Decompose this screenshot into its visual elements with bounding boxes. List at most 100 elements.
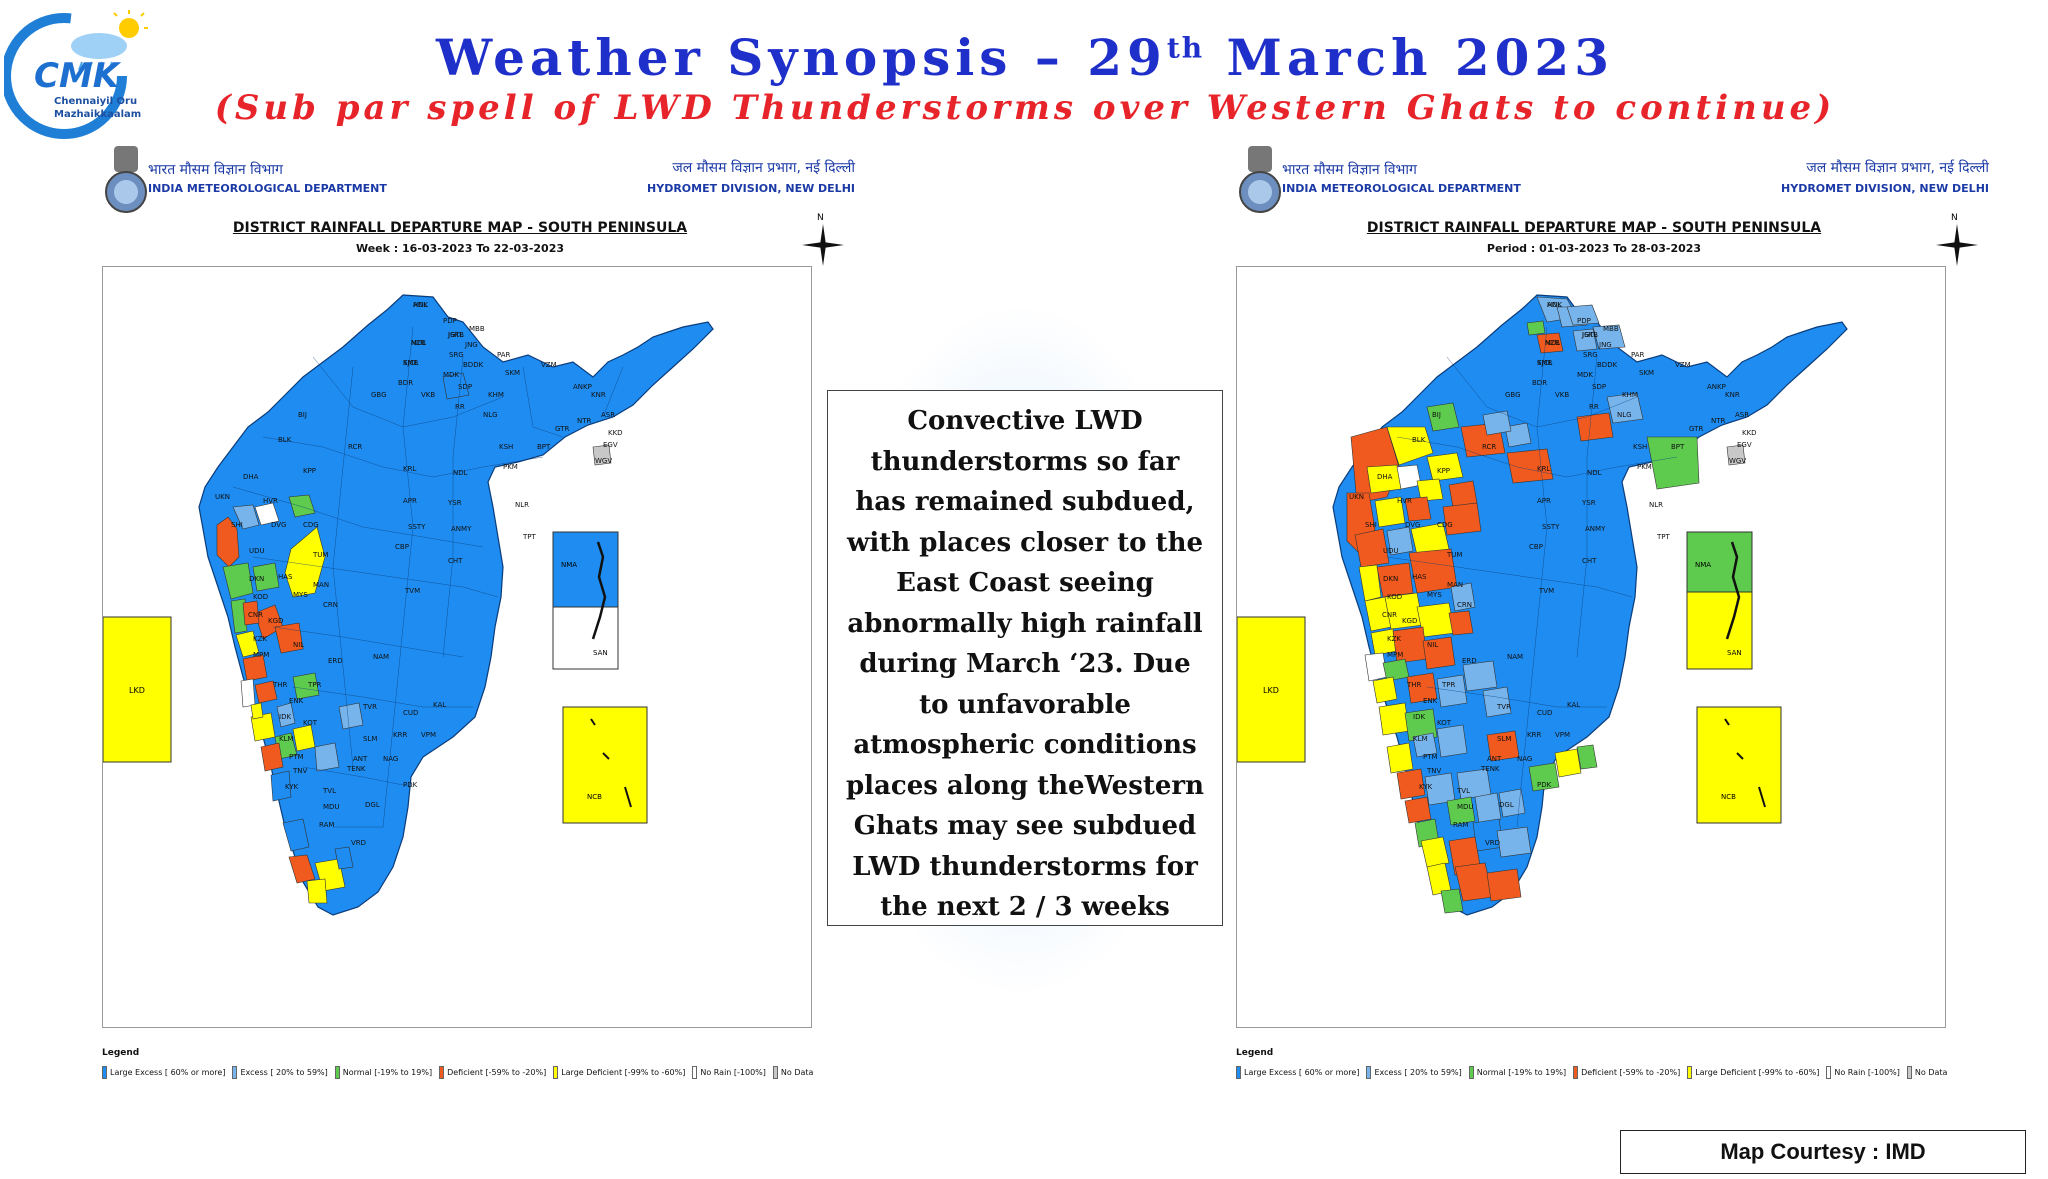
district-label: HVR: [263, 497, 278, 505]
district-label: RCR: [1482, 443, 1496, 451]
division-name-english: HYDROMET DIVISION, NEW DELHI: [1781, 182, 1989, 195]
district-kmb: [1566, 304, 1600, 326]
district-label: ADL: [1547, 301, 1561, 309]
district-label: YSR: [447, 499, 462, 507]
district-label: VKB: [1555, 391, 1569, 399]
district-label: SSTY: [408, 523, 426, 531]
legend-swatch: [102, 1066, 107, 1079]
district-label: CUD: [1537, 709, 1552, 717]
district-label: VPM: [1555, 731, 1570, 739]
district-label: DGL: [1499, 801, 1514, 809]
district-label: DVG: [1405, 521, 1420, 529]
district-dvg: [1386, 526, 1414, 556]
district-krr: [1486, 730, 1520, 762]
district-nam: [1482, 686, 1512, 718]
district-label: RCR: [348, 443, 362, 451]
district-label: PTM: [289, 753, 304, 761]
district-label: KLM: [279, 735, 294, 743]
district-label: VRD: [1485, 839, 1500, 847]
district-blk-2: [1412, 732, 1438, 758]
district-map-frame: ADL NZB KMR JGTL BDR MDK SDP GBG VKB RR NLG BIJ BLK R…: [1236, 266, 1946, 1028]
district-label: ERD: [1462, 657, 1477, 665]
district-label: SJCL: [1537, 359, 1552, 367]
district-label: MPM: [1387, 651, 1403, 659]
district-ram: [1496, 826, 1532, 858]
district-label: NIL: [1427, 641, 1438, 649]
district-label: VKB: [421, 391, 435, 399]
synopsis-line: with places closer to the: [846, 527, 1204, 558]
district-rmn: [1448, 610, 1474, 636]
district-label: ANKP: [573, 383, 592, 391]
district-mcrl: [1592, 324, 1626, 350]
district-label: MUL: [411, 339, 426, 347]
district-label: WGV: [595, 457, 612, 465]
legend-item-normal: Normal [-19% to 19%]: [334, 1066, 432, 1079]
district-label: MPM: [253, 651, 269, 659]
legend-item-no-data: No Data: [1906, 1066, 1947, 1079]
district-sdg: [1396, 464, 1422, 490]
district-label: TENK: [1480, 765, 1500, 773]
district-kot: [1404, 796, 1432, 824]
district-kpp: [1426, 452, 1464, 482]
district-label: TUM: [1446, 551, 1462, 559]
district-label: UDU: [1383, 547, 1399, 555]
district-label: YSR: [1581, 499, 1596, 507]
district-label: KNR: [591, 391, 606, 399]
legend-item-deficient: Deficient [-59% to -20%]: [1573, 1066, 1680, 1079]
legend-swatch: [1236, 1066, 1241, 1079]
synopsis-line: abnormally high rainfall: [847, 608, 1203, 639]
district-label: APR: [1537, 497, 1551, 505]
map-panel-week: भारत मौसम विज्ञान विभाग INDIA METEOROLOG…: [100, 146, 900, 1106]
district-bij: [1426, 402, 1460, 432]
district-tvl: [334, 846, 354, 870]
district-label: GTR: [555, 425, 569, 433]
district-nil: [1406, 672, 1438, 704]
district-label: TVR: [362, 703, 377, 711]
dept-name-english: INDIA METEOROLOGICAL DEPARTMENT: [148, 182, 387, 195]
legend-swatch: [1573, 1066, 1579, 1079]
district-label: PDK: [403, 781, 418, 789]
island-label-ncb: NCB: [1721, 793, 1736, 801]
district-label: NLG: [483, 411, 498, 419]
legend-item-large-excess: Large Excess [ 60% or more]: [102, 1066, 225, 1079]
district-label: MDK: [1577, 371, 1593, 379]
district-label: NDL: [1587, 469, 1602, 477]
district-hvr: [1374, 496, 1406, 528]
synopsis-line: has remained subdued,: [855, 487, 1195, 517]
district-cbe: [292, 724, 316, 752]
district-slm: [1462, 660, 1498, 692]
island-label-san: SAN: [593, 649, 608, 657]
district-label: NDL: [453, 469, 468, 477]
district-label: CNR: [248, 611, 263, 619]
district-blu: [1450, 582, 1476, 612]
district-label: CDG: [303, 521, 319, 529]
district-label: MYS: [1427, 591, 1442, 599]
district-cdg: [284, 526, 326, 598]
district-label: KSH: [499, 443, 513, 451]
district-label: TVM: [1538, 587, 1554, 595]
district-map: ADL NZB KMR JGTL BDR MDK SDP GBG VKB RR NLG BIJ BLK R…: [103, 294, 714, 916]
island-box-nma: [552, 531, 619, 608]
district-klm: [282, 818, 310, 852]
district-map: ADL NZB KMR JGTL BDR MDK SDP GBG VKB RR NLG BIJ BLK R…: [1237, 294, 1848, 916]
page-subtitle: (Sub par spell of LWD Thunderstorms over…: [214, 88, 1836, 128]
district-label: SJCL: [403, 359, 418, 367]
district-chk: [1376, 562, 1414, 598]
district-label: KZK: [253, 635, 267, 643]
division-name-hindi: जल मौसम विज्ञान प्रभाग, नई दिल्ली: [672, 160, 855, 176]
legend-swatch: [1687, 1066, 1693, 1079]
legend-swatch: [1906, 1066, 1912, 1079]
district-label: SRG: [1583, 351, 1598, 359]
district-klm: [1420, 836, 1450, 868]
district-label: ADL: [413, 301, 427, 309]
district-label: CRN: [1457, 601, 1472, 609]
imd-emblem-icon: [105, 146, 147, 213]
district-label: MUL: [1545, 339, 1560, 347]
synopsis-line: Convective LWD: [907, 406, 1143, 436]
district-label: SKM: [1639, 369, 1654, 377]
imd-emblem-icon: [1239, 146, 1281, 213]
district-blk: [1386, 426, 1434, 466]
district-label: BDDK: [1597, 361, 1618, 369]
district-label: SKM: [505, 369, 520, 377]
district-map-frame: ADL NZB KMR JGTL BDR MDK SDP GBG VKB RR NLG BIJ BLK R…: [102, 266, 812, 1028]
